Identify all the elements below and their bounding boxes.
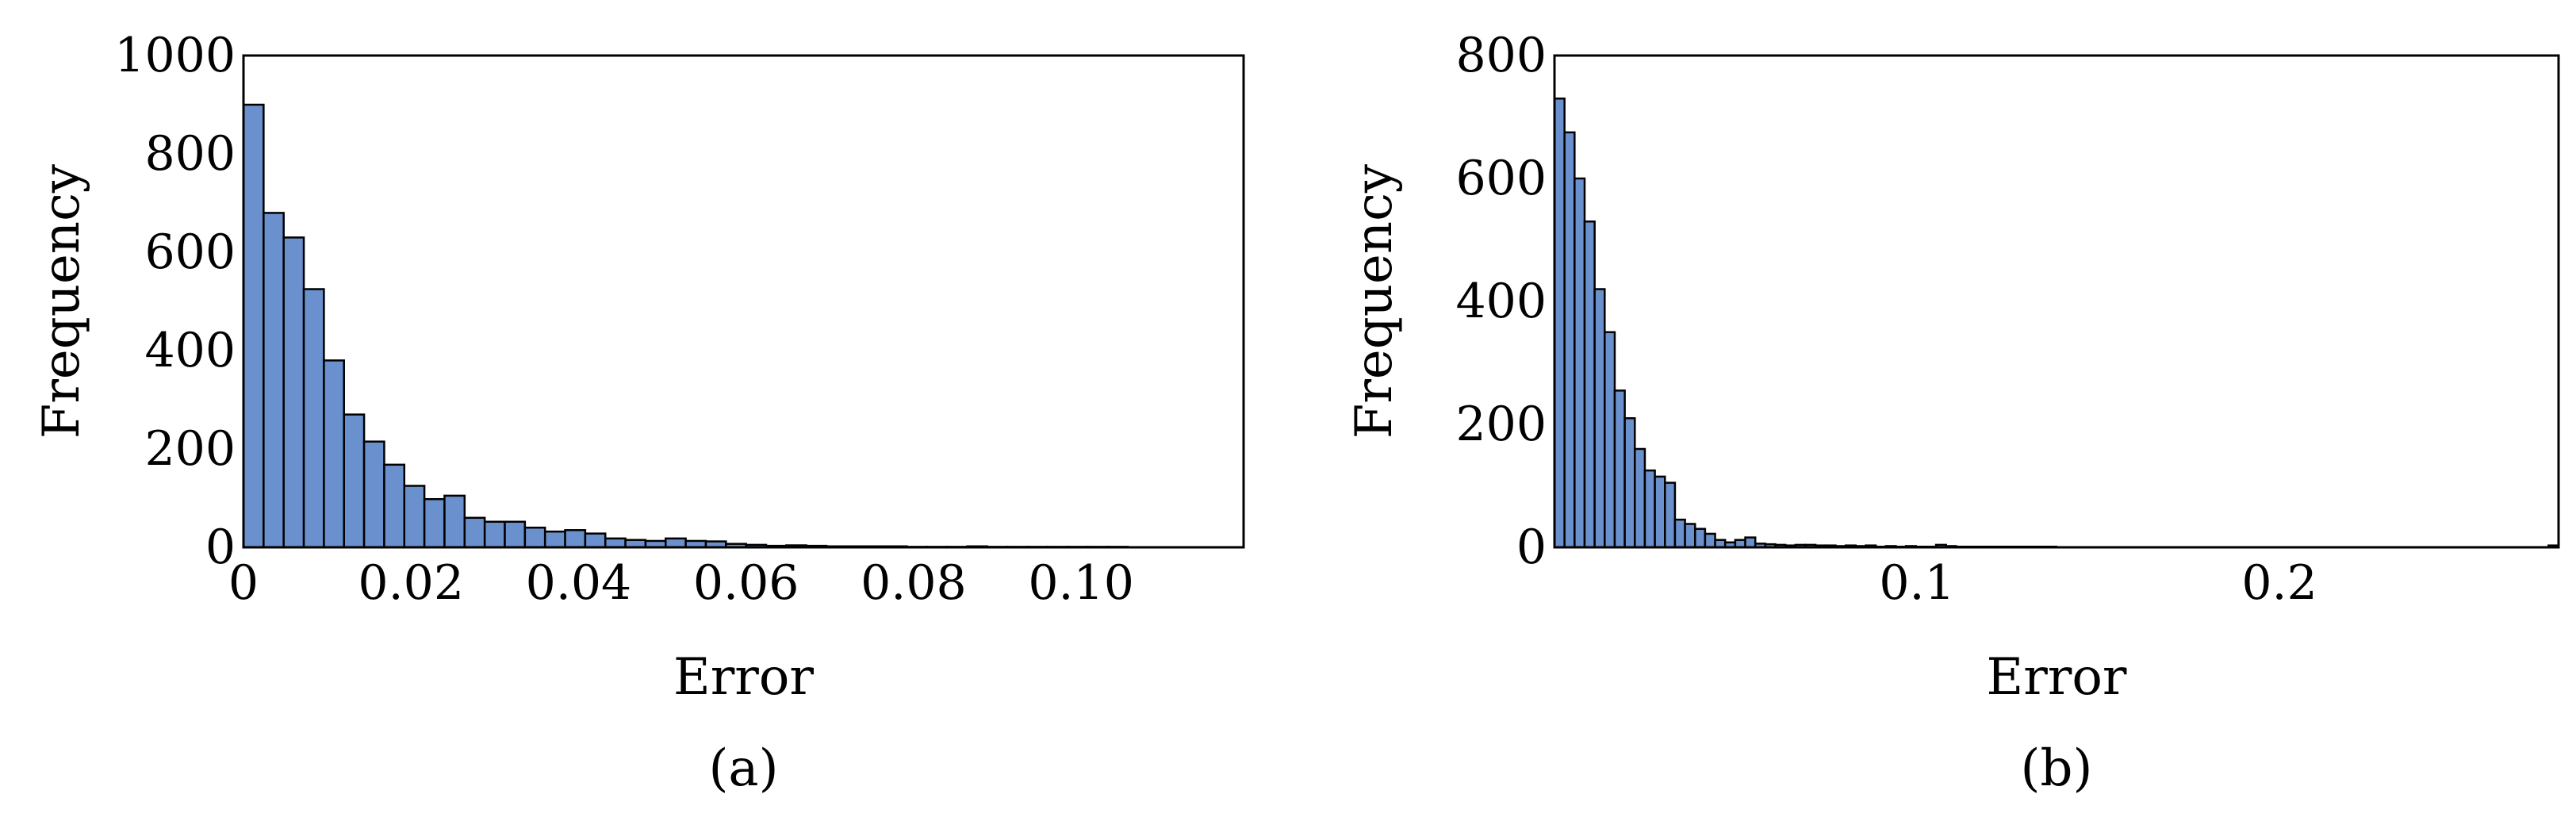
y-tick-label: 400: [1455, 274, 1547, 329]
x-tick-label: 0.2: [2241, 555, 2317, 611]
histogram-bar: [584, 532, 607, 549]
y-tick-label: 800: [144, 126, 236, 182]
histogram-bar: [1684, 523, 1696, 549]
y-tick-label: 200: [1455, 397, 1547, 452]
y-tick-label: 0: [1516, 520, 1547, 575]
x-axis-label: Error: [673, 648, 814, 707]
histogram-bar: [1744, 536, 1757, 549]
y-tick-label: 200: [144, 421, 236, 477]
histogram-bar: [263, 212, 285, 549]
y-tick-label: 800: [1455, 28, 1547, 83]
y-axis-label: Frequency: [33, 164, 91, 439]
histogram-bar: [1583, 221, 1596, 549]
histogram-bar: [523, 526, 546, 549]
histogram-bar: [1604, 331, 1616, 549]
histogram-bar: [1704, 532, 1716, 549]
histogram-bar: [1553, 98, 1566, 549]
y-tick-label: 600: [1455, 151, 1547, 206]
histogram-bar: [1574, 177, 1586, 549]
histogram-bar: [1613, 389, 1626, 549]
plot-frame: [1553, 54, 2560, 549]
histogram-bar: [403, 485, 426, 549]
histogram-bar: [443, 494, 466, 549]
histogram-bar: [483, 520, 506, 549]
y-tick-label: 0: [205, 520, 236, 575]
x-tick-label: 0.10: [1028, 555, 1134, 611]
y-tick-label: 400: [144, 323, 236, 378]
histogram-bar: [543, 530, 566, 549]
histogram-panel-a: 0 200 400 600 800 1000 0 0.02 0.04 0.06 0.08 0.10 Er…: [33, 28, 1712, 798]
histogram-bar: [282, 236, 305, 549]
histogram-bar: [423, 497, 446, 549]
histogram-bar: [362, 440, 385, 549]
histogram-bar: [564, 529, 587, 549]
histogram-panel-b: 0 200 400 600 800 0.1 0.2 Error Frequency (b): [1345, 28, 2560, 798]
histogram-bar: [1634, 447, 1646, 549]
histogram-bar: [1563, 131, 1576, 549]
histogram-bar: [302, 288, 325, 549]
x-tick-label: 0.08: [861, 555, 967, 611]
histogram-bar: [383, 463, 406, 549]
histogram-bar: [242, 103, 265, 549]
panel-label: (a): [708, 739, 778, 798]
histogram-bar: [665, 537, 687, 549]
panel-label: (b): [2021, 739, 2093, 798]
x-axis-label: Error: [1986, 648, 2126, 707]
histogram-bar: [1593, 288, 1606, 549]
histogram-bar: [504, 520, 527, 549]
y-tick-label: 600: [144, 224, 236, 280]
x-tick-label: 0.1: [1879, 555, 1954, 611]
histogram-bar: [463, 516, 486, 549]
x-tick-label: 0.06: [693, 555, 799, 611]
histogram-bar: [1623, 417, 1636, 549]
histogram-bar: [1654, 475, 1666, 549]
histogram-bar: [1664, 481, 1677, 549]
histogram-bar: [323, 359, 345, 549]
x-tick-label: 0.02: [358, 555, 464, 611]
histogram-bar: [343, 413, 366, 549]
histogram-bar: [1673, 518, 1686, 549]
plot-frame: [242, 54, 1245, 549]
histogram-bar: [604, 537, 627, 549]
y-tick-label: 1000: [114, 28, 236, 83]
x-tick-label: 0.04: [526, 555, 632, 611]
y-axis-label: Frequency: [1345, 164, 1404, 439]
histogram-bar: [1693, 527, 1707, 549]
x-tick-label: 0: [228, 555, 259, 611]
histogram-bar: [1643, 469, 1656, 549]
